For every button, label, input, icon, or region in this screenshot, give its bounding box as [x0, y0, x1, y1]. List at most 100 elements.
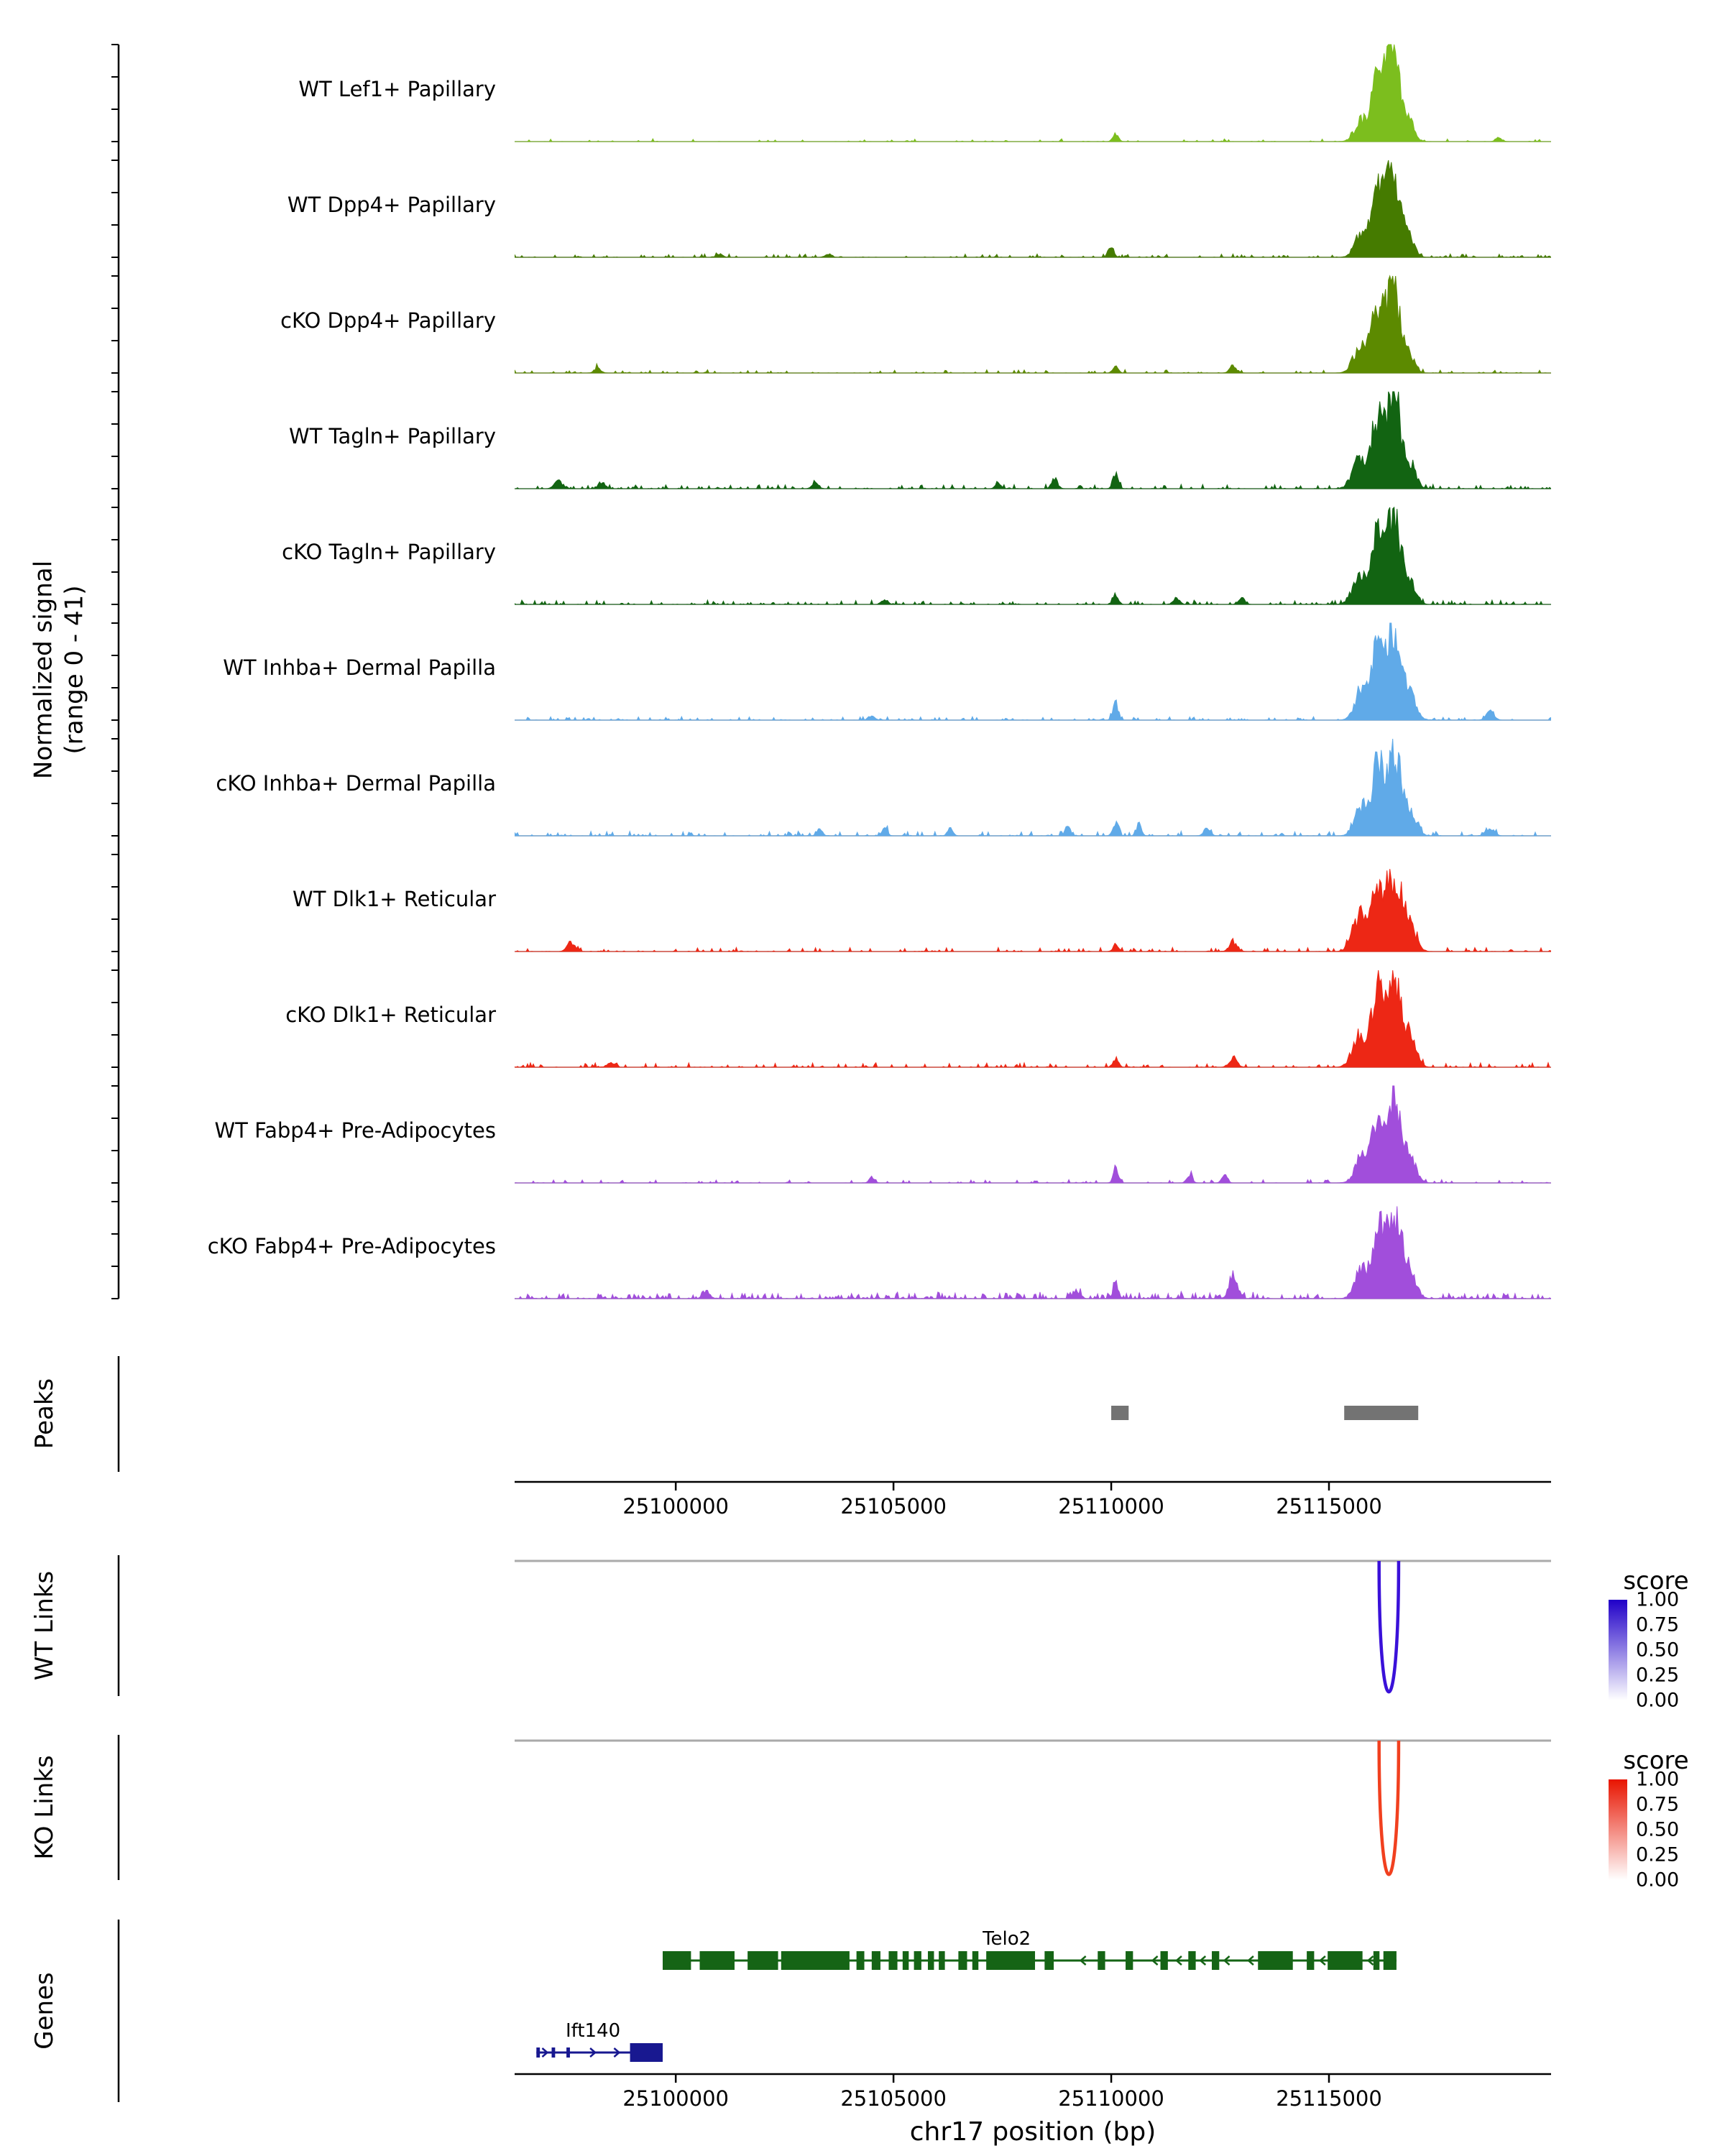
track-label: cKO Dpp4+ Papillary: [280, 308, 496, 333]
gene-exon: [748, 1951, 778, 1970]
strand-arrow: [1318, 1955, 1326, 1966]
legend-tick-label: 0.25: [1636, 1664, 1680, 1687]
coverage-track: [515, 622, 1551, 721]
legend-tick-label: 0.25: [1636, 1843, 1680, 1866]
gene-exon: [699, 1951, 735, 1970]
gene-exon: [1044, 1951, 1054, 1970]
track-label: WT Dpp4+ Papillary: [287, 193, 496, 217]
coverage-track: [515, 738, 1551, 837]
x-axis-tick-label: 25105000: [840, 2086, 947, 2111]
coverage-track: [515, 391, 1551, 490]
track-label: WT Lef1+ Papillary: [298, 77, 496, 101]
track-label: cKO Dlk1+ Reticular: [285, 1003, 496, 1027]
strand-arrow: [1246, 1955, 1254, 1966]
gene-name-label: Telo2: [982, 1928, 1031, 1950]
gene-exon: [871, 1951, 880, 1970]
coverage-track-row: WT Fabp4+ Pre-Adipocytes: [0, 1074, 1725, 1190]
legend-tick-label: 1.00: [1636, 1768, 1680, 1791]
track-label: WT Tagln+ Papillary: [288, 424, 496, 448]
wt-legend-title: score: [1623, 1567, 1689, 1595]
legend-tick-label: 1.00: [1636, 1588, 1680, 1611]
coverage-signal: [515, 275, 1551, 374]
coverage-signal: [515, 160, 1551, 259]
coverage-track-row: WT Tagln+ Papillary: [0, 380, 1725, 496]
coverage-signal: [515, 1206, 1551, 1300]
gene-exon: [566, 2047, 570, 2058]
gene-exon: [630, 2043, 663, 2062]
strand-arrow: [1079, 1955, 1087, 1966]
ko-legend-gradient: [1609, 1779, 1627, 1880]
strand-arrow: [1223, 1955, 1230, 1966]
legend-tick-label: 0.00: [1636, 1689, 1680, 1712]
strand-arrow: [541, 2047, 549, 2058]
x-axis-tick-label: 25115000: [1276, 1494, 1382, 1519]
coverage-signal: [515, 506, 1551, 606]
ko-legend-labels: 1.00 0.75 0.50 0.25 0.00: [1636, 1770, 1722, 1890]
gene-exon: [972, 1951, 979, 1970]
gene-exon: [1307, 1951, 1315, 1970]
coverage-track-row: WT Lef1+ Papillary: [0, 33, 1725, 149]
wt-legend-labels: 1.00 0.75 0.50 0.25 0.00: [1636, 1590, 1722, 1710]
x-axis-tick-label: 25105000: [840, 1494, 947, 1519]
peak-region: [1344, 1406, 1419, 1420]
track-label: cKO Inhba+ Dermal Papilla: [216, 771, 496, 796]
wt-links-track: [515, 1560, 1551, 1694]
gene-exon: [1373, 1951, 1380, 1970]
track-label: WT Inhba+ Dermal Papilla: [223, 655, 496, 680]
coverage-signal: [515, 44, 1551, 142]
coverage-track: [515, 869, 1551, 953]
gene-exon: [902, 1951, 909, 1970]
track-label: WT Dlk1+ Reticular: [293, 887, 496, 911]
coverage-signal: [515, 1085, 1551, 1184]
coverage-signal: [515, 969, 1551, 1069]
coverage-track-row: cKO Tagln+ Papillary: [0, 496, 1725, 612]
x-axis-tick-label: 25110000: [1058, 1494, 1164, 1519]
strand-arrow: [1175, 1955, 1182, 1966]
gene-name-label: Ift140: [566, 2020, 620, 2042]
wt-legend-gradient: [1609, 1600, 1627, 1700]
strand-arrow: [1366, 1955, 1374, 1966]
gene-exon: [958, 1951, 967, 1970]
coverage-track-row: WT Dpp4+ Papillary: [0, 149, 1725, 264]
coverage-track: [515, 1206, 1551, 1300]
peaks-track: 25100000 25105000 25110000 25115000: [515, 1406, 1551, 1519]
coverage-signal: [515, 869, 1551, 953]
legend-tick-label: 0.75: [1636, 1613, 1680, 1636]
ko-links-track: [515, 1739, 1551, 1876]
track-label: WT Fabp4+ Pre-Adipocytes: [214, 1118, 497, 1143]
x-axis-tick-label: 25110000: [1058, 2086, 1164, 2111]
gene-exon: [986, 1951, 1036, 1970]
gene-exon: [551, 2047, 556, 2058]
gene-exon: [1160, 1951, 1168, 1970]
gene-exon: [914, 1951, 921, 1970]
coverage-track-row: WT Dlk1+ Reticular: [0, 843, 1725, 959]
gene-exon: [1328, 1951, 1363, 1970]
x-axis-tick-label: 25100000: [622, 2086, 729, 2111]
gene-exon: [856, 1951, 865, 1970]
coverage-track-row: cKO Dpp4+ Papillary: [0, 264, 1725, 380]
legend-tick-label: 0.00: [1636, 1869, 1680, 1892]
coverage-track: [515, 275, 1551, 374]
peak-region: [1111, 1406, 1129, 1420]
coverage-signal: [515, 622, 1551, 721]
coverage-signal: [515, 738, 1551, 837]
coverage-track-row: WT Inhba+ Dermal Papilla: [0, 612, 1725, 727]
strand-arrow: [1199, 1955, 1207, 1966]
gene-exon: [663, 1951, 691, 1970]
legend-tick-label: 0.50: [1636, 1818, 1680, 1841]
gene-exon: [1098, 1951, 1105, 1970]
x-axis-tick-label: 25115000: [1276, 2086, 1382, 2111]
coverage-track: [515, 506, 1551, 606]
gene-exon: [781, 1951, 850, 1970]
link-arc: [1377, 1740, 1401, 1876]
coverage-track: [515, 1085, 1551, 1184]
strand-arrow: [613, 2047, 621, 2058]
coverage-track-row: cKO Fabp4+ Pre-Adipocytes: [0, 1190, 1725, 1306]
gene-exon: [939, 1951, 945, 1970]
strand-arrow: [589, 2047, 597, 2058]
gene-exon: [1383, 1951, 1397, 1970]
gene-exon: [1212, 1951, 1220, 1970]
link-arc: [1377, 1560, 1401, 1694]
